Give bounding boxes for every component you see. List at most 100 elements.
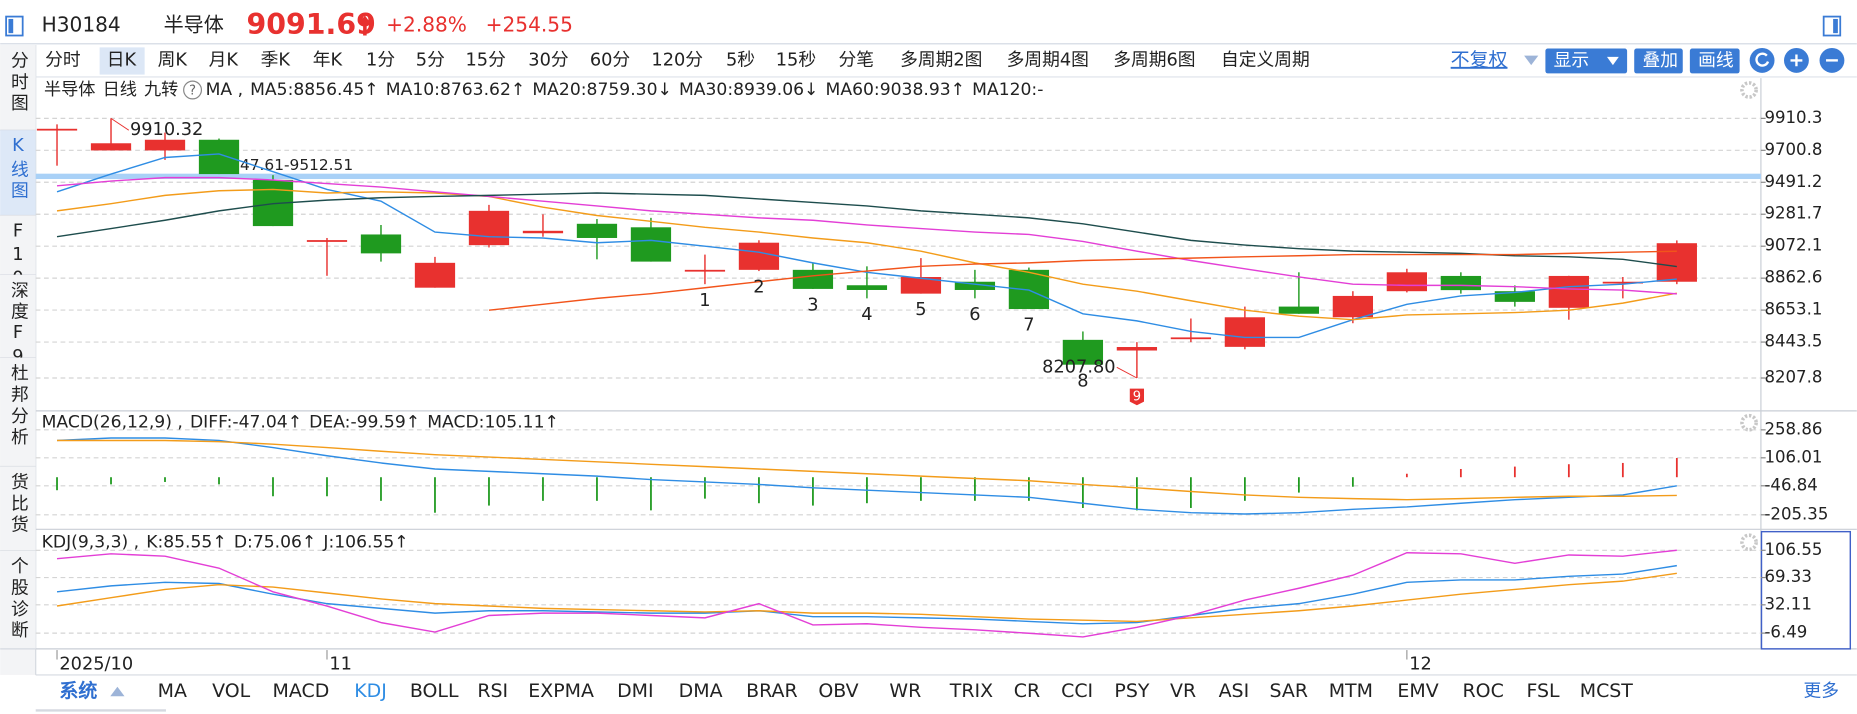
system-tab[interactable]: 系统 — [59, 679, 97, 702]
indicator-tab[interactable]: DMA — [679, 680, 723, 702]
candle-body — [1602, 281, 1643, 284]
indicator-tab[interactable]: ROC — [1463, 680, 1504, 702]
sidebar-label[interactable]: 深度F9 — [8, 280, 29, 370]
indicator-bar — [1675, 457, 1678, 478]
stock-code: H30184 — [42, 13, 121, 37]
legend-nine-turn[interactable]: 九转 — [144, 80, 178, 100]
toolbar-button-label[interactable]: 显示 — [1554, 51, 1590, 71]
period-tab[interactable]: 分笔 — [839, 49, 875, 70]
rights-dropdown[interactable]: 不复权 — [1451, 49, 1508, 71]
sidebar-item[interactable] — [0, 466, 36, 551]
indicator-tab[interactable]: MA — [158, 680, 187, 702]
indicator-tab[interactable]: OBV — [818, 680, 858, 702]
indicator-tab[interactable]: ASI — [1219, 680, 1250, 702]
toolbar-button[interactable] — [1545, 48, 1628, 74]
legend-entry: DEA:-99.59↑ — [309, 413, 420, 433]
period-tab[interactable]: 月K — [209, 50, 240, 70]
sidebar-label[interactable]: 分时图 — [8, 51, 29, 115]
indicator-bar — [758, 477, 760, 504]
sidebar-label[interactable]: F10 — [8, 221, 28, 292]
indicator-tab[interactable]: BOLL — [410, 680, 459, 702]
sidebar-item[interactable] — [0, 550, 36, 649]
toolbar-button-label[interactable]: 叠加 — [1643, 50, 1679, 71]
more-tab[interactable]: 更多 — [1804, 681, 1840, 702]
toolbar-button[interactable] — [1634, 48, 1683, 74]
sidebar-item[interactable] — [0, 215, 36, 275]
indicator-tab[interactable]: WR — [889, 680, 921, 702]
legend-entry: D:75.06↑ — [234, 532, 316, 552]
period-tab[interactable]: 5分 — [416, 49, 445, 70]
toolbar-round-button[interactable] — [1749, 47, 1775, 73]
period-tab[interactable]: 5秒 — [726, 49, 755, 70]
period-tab[interactable]: 120分 — [651, 49, 703, 70]
legend-entry: MACD:105.11↑ — [427, 413, 559, 433]
sidebar-item[interactable] — [0, 357, 36, 467]
indicator-tab[interactable]: RSI — [477, 680, 508, 702]
period-tab[interactable]: 15分 — [466, 49, 507, 70]
period-tab[interactable]: 多周期6图 — [1113, 49, 1195, 70]
sidebar-item[interactable] — [0, 274, 36, 358]
toolbar-button[interactable] — [1689, 48, 1740, 74]
period-tab[interactable]: 季K — [261, 49, 292, 70]
indicator-tab[interactable]: MCST — [1580, 680, 1634, 702]
change-percent: +2.88% — [386, 13, 467, 37]
indicator-tab[interactable]: FSL — [1526, 680, 1560, 702]
legend-entry: MA10:8763.62↑ — [386, 80, 525, 100]
panel-icon-bar — [8, 18, 14, 34]
indicator-tab[interactable]: SAR — [1270, 680, 1309, 702]
indicator-bar — [1082, 477, 1084, 508]
indicator-tab[interactable]: EXPMA — [528, 680, 594, 702]
candle-body — [1170, 337, 1212, 340]
toolbar-button-label[interactable]: 画线 — [1698, 50, 1734, 71]
nine-turn-count: 9 — [1133, 389, 1141, 404]
nine-turn-count: 1 — [699, 291, 710, 311]
indicator-tab[interactable]: MACD — [273, 680, 330, 702]
sidebar-label[interactable]: 个股诊断 — [8, 556, 29, 642]
sidebar-label[interactable]: 杜邦分析 — [8, 363, 29, 449]
period-tab[interactable]: 多周期2图 — [900, 49, 982, 70]
period-tab[interactable]: 自定义周期 — [1221, 49, 1310, 70]
settings-icon[interactable] — [1740, 533, 1758, 552]
nine-turn-count: 8 — [1077, 371, 1088, 391]
period-tab[interactable]: 年K — [313, 49, 344, 70]
sidebar-item[interactable] — [0, 130, 36, 216]
indicator-tab[interactable]: BRAR — [746, 680, 798, 702]
help-icon[interactable] — [183, 80, 203, 100]
settings-icon[interactable] — [1740, 81, 1758, 99]
indicator-bar — [110, 477, 112, 485]
indicator-tab[interactable]: MTM — [1329, 680, 1373, 702]
period-tab[interactable]: 60分 — [590, 49, 631, 70]
y-tick-label: 8653.1 — [1764, 300, 1822, 319]
indicator-tab[interactable]: CR — [1014, 680, 1040, 702]
panel-icon-right[interactable] — [1822, 15, 1842, 37]
indicator-tab[interactable]: CCI — [1061, 680, 1093, 702]
period-tab[interactable]: 日K — [107, 50, 138, 70]
indicator-tab[interactable]: TRIX — [949, 680, 993, 702]
period-tab[interactable]: 周K — [158, 50, 189, 70]
nine-turn-count: 6 — [969, 305, 980, 325]
indicator-tab[interactable]: VR — [1170, 680, 1196, 702]
candle-body — [846, 285, 888, 290]
panel-icon[interactable] — [5, 15, 24, 37]
indicator-tab[interactable]: DMI — [617, 680, 654, 702]
indicator-tab[interactable]: PSY — [1114, 680, 1149, 702]
legend-entry: MA120:- — [972, 80, 1043, 100]
indicator-bar — [1243, 477, 1246, 501]
sidebar-label[interactable]: K线图 — [8, 136, 29, 202]
settings-icon[interactable] — [1740, 413, 1758, 432]
period-tab[interactable]: 多周期4图 — [1007, 49, 1089, 70]
period-tab[interactable]: 1分 — [366, 49, 395, 70]
x-tick-label: 2025/10 — [59, 654, 133, 674]
indicator-tab[interactable]: EMV — [1397, 680, 1438, 702]
indicator-tab[interactable]: KDJ — [354, 680, 387, 702]
period-tab[interactable]: 分时 — [45, 49, 81, 70]
x-tick-label: 12 — [1409, 654, 1432, 674]
sidebar-label[interactable]: 货比货 — [8, 472, 29, 536]
candle-body — [306, 240, 348, 242]
period-tab[interactable]: 30分 — [528, 49, 569, 70]
period-tab[interactable]: 15秒 — [776, 49, 816, 70]
indicator-tab[interactable]: VOL — [212, 680, 251, 702]
candle-body — [792, 269, 834, 289]
candle-body — [900, 277, 942, 294]
sidebar-item[interactable] — [0, 44, 36, 131]
